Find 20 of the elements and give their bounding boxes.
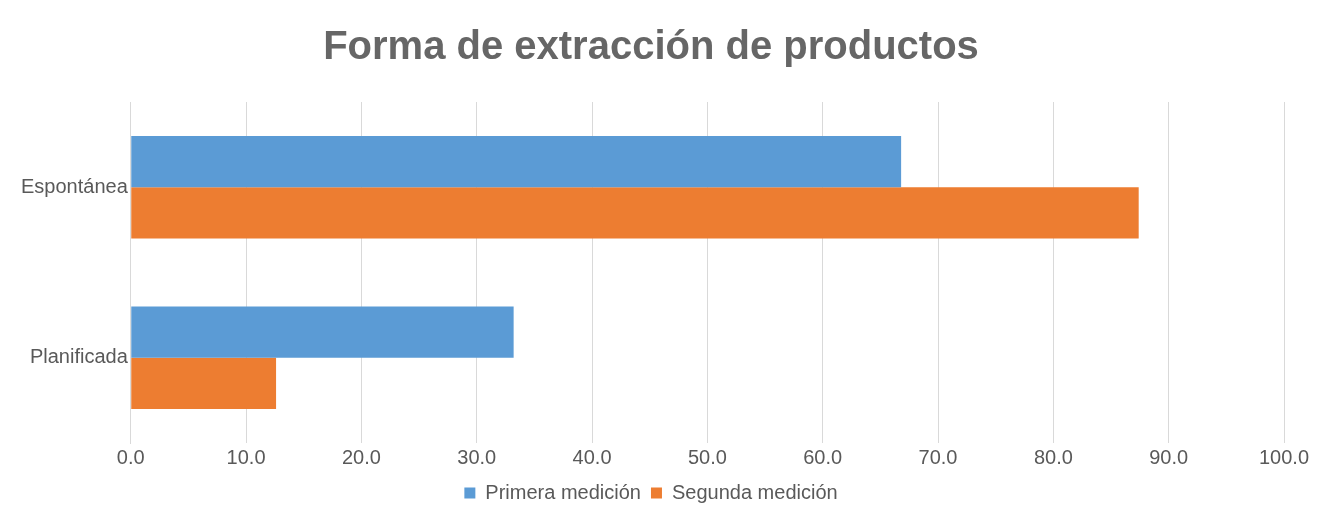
y-tick-label: Espontánea — [20, 174, 129, 197]
x-tick-label: 60.0 — [803, 445, 843, 468]
chart-title: Forma de extracción de productos — [323, 23, 979, 68]
legend-label: Primera medición — [485, 480, 641, 503]
bar — [131, 136, 902, 188]
x-tick-label: 40.0 — [572, 445, 612, 468]
x-tick-label: 30.0 — [457, 445, 497, 468]
x-tick-label: 80.0 — [1033, 445, 1073, 468]
x-tick-label: 90.0 — [1149, 445, 1189, 468]
x-tick-label: 20.0 — [341, 445, 381, 468]
x-tick-label: 10.0 — [226, 445, 266, 468]
x-tick-label: 50.0 — [687, 445, 727, 468]
bar — [131, 357, 277, 409]
x-tick-label: 0.0 — [116, 445, 145, 468]
y-tick-label: Planificada — [29, 345, 129, 368]
bar — [131, 187, 1139, 239]
x-tick-label: 100.0 — [1258, 445, 1310, 468]
x-tick-label: 70.0 — [918, 445, 958, 468]
bar — [131, 306, 514, 358]
legend-label: Segunda medición — [671, 480, 838, 503]
